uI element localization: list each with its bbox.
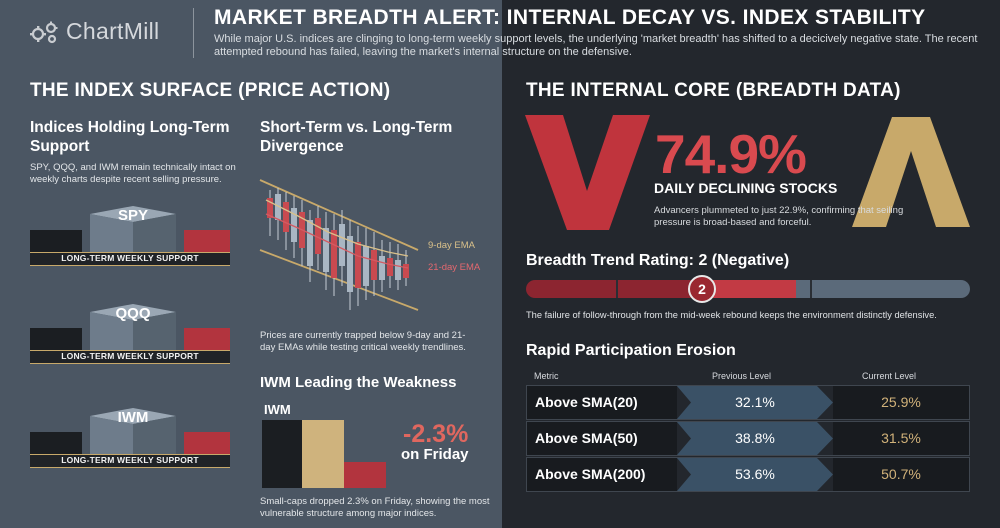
support-bar-right [184,230,230,252]
iwm-chart-label: IWM [264,402,291,417]
candlestick-chart-graphic [259,179,419,311]
qqq-cube-icon [90,304,176,350]
divergence-text: Prices are currently trapped below 9-day… [260,330,466,353]
iwm-bar-graphic [262,420,386,488]
ema21-label: 21-day EMA [428,262,481,273]
index-block-spy: SPY LONG-TERM WEEKLY SUPPORT [30,206,230,276]
breadth-rating-title: Breadth Trend Rating: 2 (Negative) [526,252,790,269]
support-bar-left [30,230,82,252]
index-symbol: IWM [117,409,149,426]
previous-cell: 53.6% [735,466,775,482]
support-bar-right [184,432,230,454]
header-divider [193,8,194,58]
index-block-iwm: IWM LONG-TERM WEEKLY SUPPORT [30,408,230,478]
chartmill-logo: ChartMill [28,18,159,45]
row-arrow-shape [677,458,833,491]
metric-cell: Above SMA(50) [527,422,677,455]
support-band: LONG-TERM WEEKLY SUPPORT [30,350,230,364]
support-bar-left [30,432,82,454]
previous-cell: 32.1% [735,394,775,410]
previous-cell: 38.8% [735,430,775,446]
indices-heading: Indices Holding Long-Term Support [30,119,230,155]
indices-text: SPY, QQQ, and IWM remain technically int… [30,162,236,185]
gears-icon [30,21,58,43]
ema9-label: 9-day EMA [428,240,475,251]
column-header-current: Current Level [862,371,917,381]
current-cell: 31.5% [833,422,969,455]
rating-segment-rest [796,280,970,298]
internal-core-title: THE INTERNAL CORE (BREADTH DATA) [526,80,901,101]
iwm-heading: IWM Leading the Weakness [260,374,457,391]
down-chevron-icon [525,115,650,230]
current-cell: 50.7% [833,458,969,491]
iwm-cube-icon [90,408,176,454]
spy-cube-icon [90,206,176,252]
table-row: Above SMA(200) 53.6% 50.7% [526,457,970,492]
support-bar-right [184,328,230,350]
support-bar-left [30,328,82,350]
page-title: MARKET BREADTH ALERT: INTERNAL DECAY VS.… [214,6,926,29]
declining-text: Advancers plummeted to just 22.9%, confi… [654,205,904,228]
rating-segment-2 [706,280,796,298]
index-symbol: SPY [117,207,148,224]
iwm-change-value: -2.3% [403,420,469,448]
table-row: Above SMA(20) 32.1% 25.9% [526,385,970,420]
index-surface-title: THE INDEX SURFACE (PRICE ACTION) [30,80,391,101]
page-subtitle: While major U.S. indices are clinging to… [214,33,978,58]
rating-knob: 2 [688,275,716,303]
support-band: LONG-TERM WEEKLY SUPPORT [30,252,230,266]
declining-percent: 74.9% [655,123,807,185]
metric-cell: Above SMA(20) [527,386,677,419]
breadth-rating-bar: 2 [526,275,970,303]
logo-text: ChartMill [66,18,160,44]
current-cell: 25.9% [833,386,969,419]
divergence-heading: Short-Term vs. Long-Term Divergence [260,119,453,155]
metric-cell: Above SMA(200) [527,458,677,491]
table-row: Above SMA(50) 38.8% 31.5% [526,421,970,456]
erosion-title: Rapid Participation Erosion [526,342,736,359]
index-block-qqq: QQQ LONG-TERM WEEKLY SUPPORT [30,304,230,374]
up-chevron-icon [852,117,970,227]
index-symbol: QQQ [115,305,151,322]
declining-label: DAILY DECLINING STOCKS [654,180,838,196]
support-band: LONG-TERM WEEKLY SUPPORT [30,454,230,468]
rating-tick [810,280,812,298]
row-arrow-shape [677,386,833,419]
rating-note: The failure of follow-through from the m… [526,310,937,320]
iwm-change-day: on Friday [401,446,469,463]
column-header-previous: Previous Level [712,371,772,381]
rating-tick [616,280,618,298]
iwm-text: Small-caps dropped 2.3% on Friday, showi… [260,496,490,519]
header: ChartMill MARKET BREADTH ALERT: INTERNAL… [0,0,1000,66]
row-arrow-shape [677,422,833,455]
erosion-table: Above SMA(20) 32.1% 25.9% Above SMA(50) … [526,384,970,492]
column-header-metric: Metric [534,371,559,381]
